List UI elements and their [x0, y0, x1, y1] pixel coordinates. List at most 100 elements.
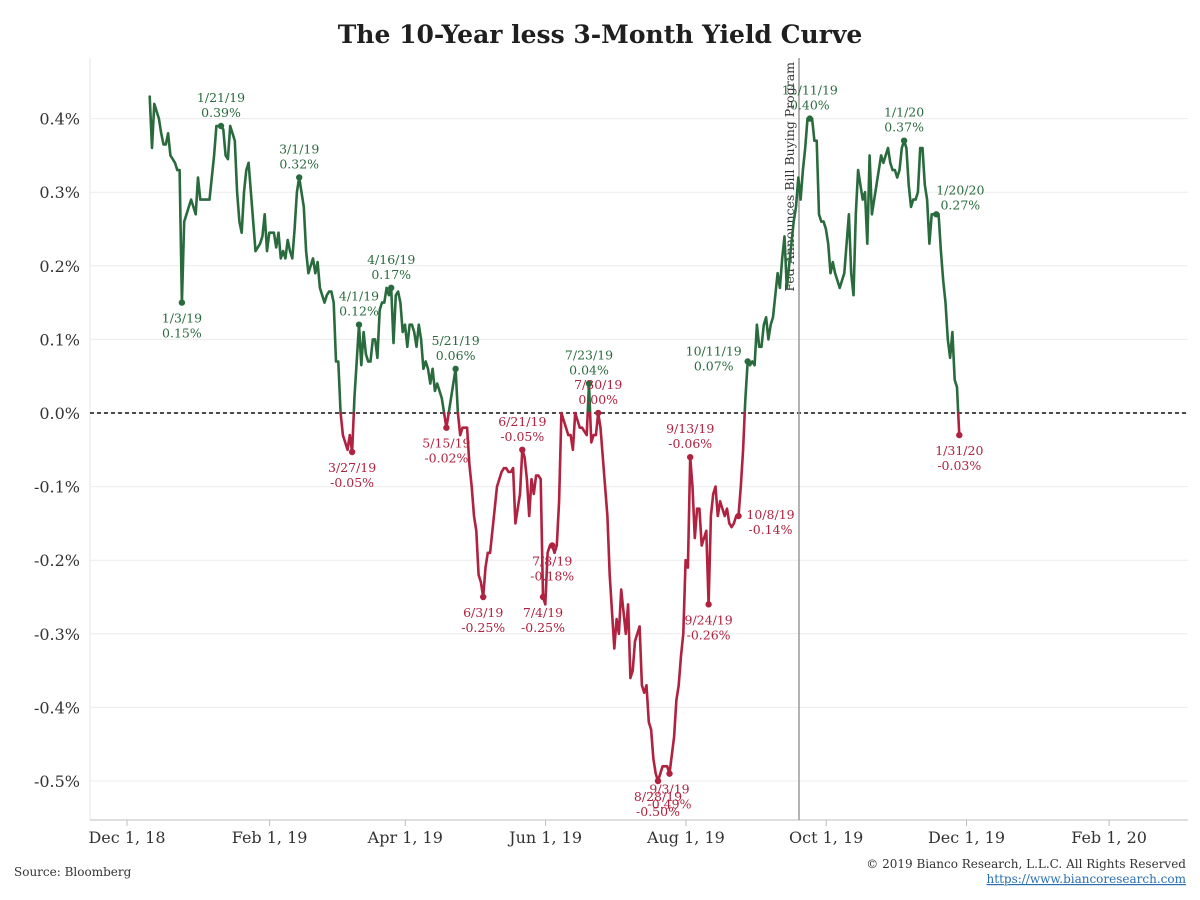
annotation-point — [452, 365, 459, 373]
x-tick-label: Oct 1, 19 — [789, 828, 863, 847]
annotation-value: -0.25% — [521, 620, 565, 635]
y-tick-label: 0.3% — [39, 183, 80, 202]
chart-title: The 10-Year less 3-Month Yield Curve — [338, 20, 863, 49]
y-tick-label: 0.2% — [39, 257, 80, 276]
annotation-date: 7/23/19 — [565, 348, 613, 363]
y-tick-label: -0.4% — [34, 698, 80, 717]
annotation-point — [296, 174, 303, 181]
annotation-value: 0.39% — [201, 105, 241, 120]
annotation-date: 6/21/19 — [498, 414, 546, 429]
annotation-date: 1/20/20 — [936, 182, 984, 197]
x-tick-label: Dec 1, 19 — [928, 828, 1005, 847]
annotation-date: 1/21/19 — [197, 90, 245, 105]
annotation-point — [705, 601, 712, 608]
annotation-date: 1/3/19 — [162, 311, 202, 326]
annotation-point — [443, 424, 450, 431]
annotation-value: 0.04% — [569, 363, 609, 378]
annotation-point — [654, 777, 662, 785]
annotation-point — [480, 593, 487, 601]
annotation-date: 6/3/19 — [463, 605, 503, 620]
annotation-value: 0.07% — [694, 358, 734, 373]
annotation-value: -0.03% — [937, 458, 981, 473]
annotation-point — [900, 137, 908, 144]
annotation-date: 5/21/19 — [432, 333, 480, 348]
annotation-point — [585, 380, 593, 387]
annotation-date: 1/31/20 — [935, 443, 983, 458]
x-tick-label: Aug 1, 19 — [646, 828, 725, 847]
annotation-value: -0.02% — [424, 451, 468, 466]
annotation-value: 0.27% — [940, 197, 980, 212]
gridlines — [89, 58, 1188, 821]
annotation-date: 3/1/19 — [279, 141, 319, 156]
annotation-point — [539, 593, 547, 601]
annotation-date: 9/24/19 — [685, 612, 733, 627]
annotation-value: 0.00% — [578, 392, 618, 407]
annotation-point — [388, 284, 395, 292]
annotations: 1/3/190.15% 1/21/190.39% 3/1/190.32% 3/27/1… — [162, 83, 985, 819]
annotation-date: 7/8/19 — [532, 553, 572, 568]
x-axis: Dec 1, 18 Feb 1, 19 Apr 1, 19 Jun 1, 19 Aug … — [88, 820, 1147, 847]
annotation-point — [595, 409, 602, 417]
annotation-date: 11/11/19 — [782, 83, 838, 98]
annotation-value: -0.26% — [687, 627, 731, 642]
annotation-value: 0.15% — [162, 326, 202, 341]
annotation-value: -0.25% — [461, 620, 505, 635]
annotation-date: 9/13/19 — [666, 421, 714, 436]
y-axis: 0.4% 0.3% 0.2% 0.1% 0.0% -0.1% -0.2% -0.3% -0.4%… — [34, 110, 80, 791]
annotation-point — [956, 431, 963, 439]
annotation-value: 0.40% — [790, 98, 830, 113]
annotation-point — [355, 321, 363, 328]
y-tick-label: 0.4% — [39, 110, 80, 129]
annotation-date: 7/30/19 — [574, 377, 622, 392]
source-note: Source: Bloomberg — [14, 865, 132, 879]
annotation-date: 9/3/19 — [649, 782, 689, 797]
annotation-value: -0.18% — [530, 568, 574, 583]
annotation-date: 4/1/19 — [339, 289, 379, 304]
annotation-date: 10/8/19 — [746, 507, 794, 522]
x-tick-label: Apr 1, 19 — [367, 828, 443, 847]
annotation-point — [549, 542, 556, 549]
x-tick-label: Feb 1, 19 — [232, 828, 308, 847]
y-tick-label: -0.5% — [34, 772, 80, 791]
annotation-value: 0.32% — [279, 156, 319, 171]
annotation-date: 3/27/19 — [328, 460, 376, 475]
annotation-date: 10/11/19 — [686, 343, 742, 358]
spread-line-positive — [148, 95, 960, 415]
annotation-value: -0.49% — [648, 797, 692, 812]
annotation-point — [933, 211, 940, 218]
annotation-date: 4/16/19 — [367, 252, 415, 267]
annotation-value: 0.12% — [339, 304, 379, 319]
spread-line — [148, 95, 961, 783]
annotation-value: -0.05% — [500, 429, 544, 444]
x-tick-label: Feb 1, 20 — [1071, 828, 1147, 847]
y-tick-label: -0.1% — [34, 478, 80, 497]
y-tick-label: 0.1% — [39, 330, 80, 349]
x-tick-label: Dec 1, 18 — [88, 828, 165, 847]
annotation-date: 5/15/19 — [422, 436, 470, 451]
annotation-value: 0.17% — [371, 267, 411, 282]
copyright-note: © 2019 Bianco Research, L.L.C. All Right… — [866, 857, 1186, 871]
annotation-date: 7/4/19 — [523, 605, 563, 620]
annotation-point — [519, 446, 526, 453]
x-tick-label: Jun 1, 19 — [507, 828, 582, 847]
annotation-date: 8/28/19 — [634, 789, 682, 804]
annotation-value: -0.50% — [636, 804, 680, 819]
annotation-value: -0.06% — [668, 436, 712, 451]
annotation-value: -0.05% — [330, 475, 374, 490]
annotation-point — [666, 770, 673, 777]
annotation-value: -0.14% — [749, 522, 793, 537]
fed-announcement-marker: Fed Announces Bill Buying Program — [782, 58, 800, 820]
annotation-point — [735, 512, 742, 520]
y-tick-label: 0.0% — [39, 404, 80, 423]
annotation-value: 0.06% — [436, 348, 476, 363]
website-link[interactable]: https://www.biancoresearch.com — [987, 872, 1187, 886]
y-tick-label: -0.3% — [34, 625, 80, 644]
annotation-date: 1/1/20 — [884, 105, 924, 120]
annotation-point — [348, 448, 356, 456]
annotation-point — [178, 299, 186, 306]
annotation-point — [217, 122, 225, 130]
annotation-value: 0.37% — [884, 120, 924, 135]
annotation-point — [744, 358, 751, 365]
annotation-point — [687, 453, 694, 461]
